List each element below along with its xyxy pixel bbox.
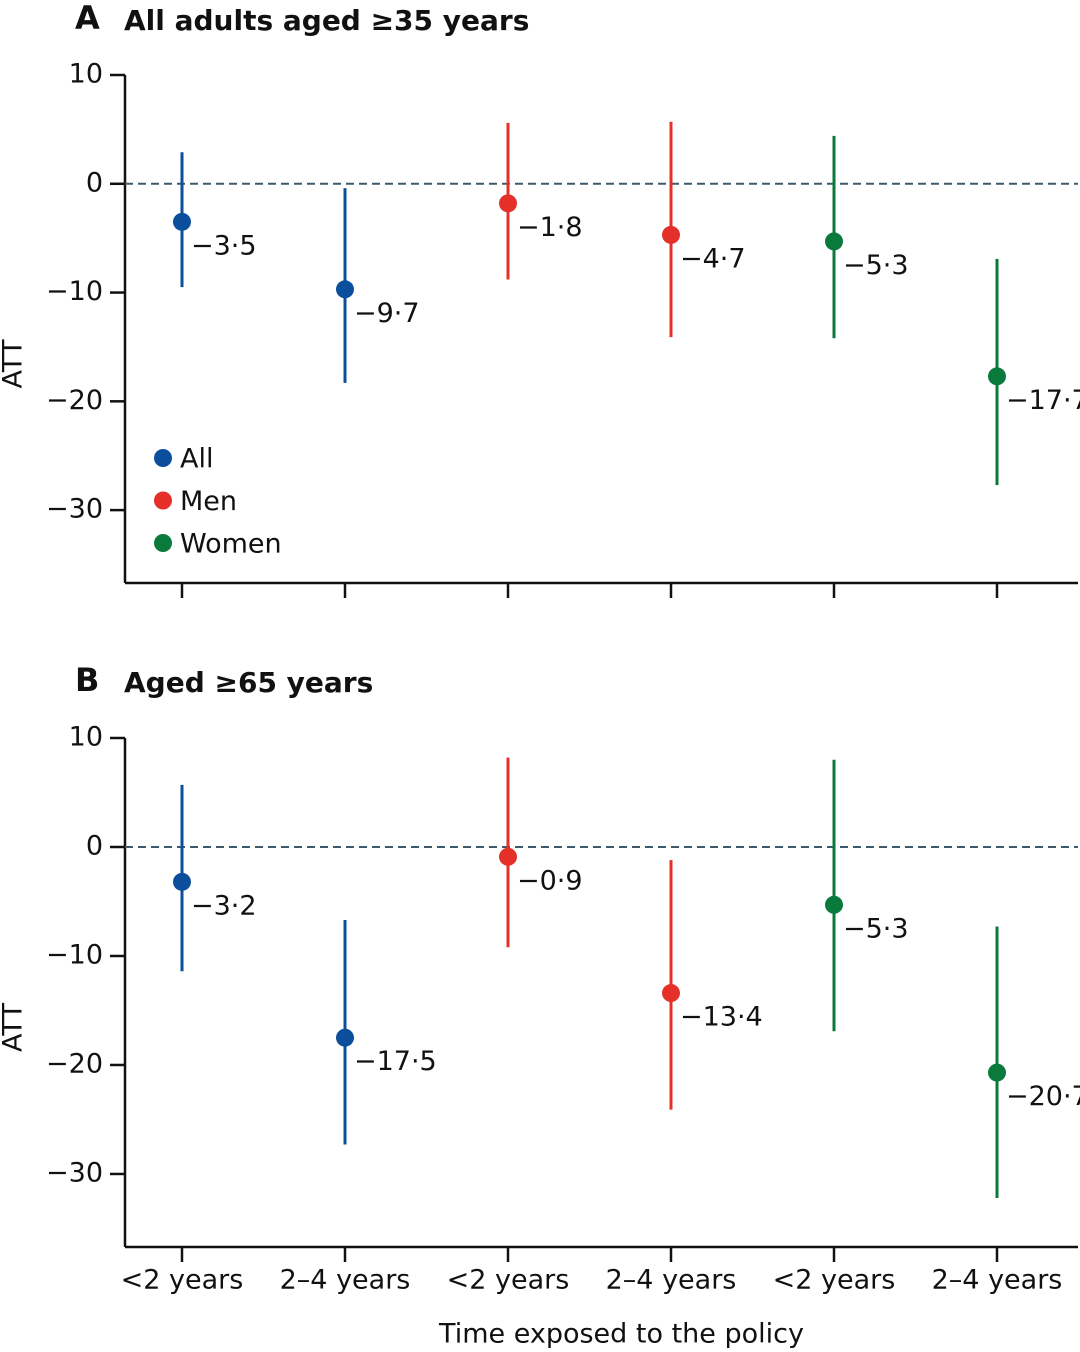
legend-label: Women bbox=[180, 529, 282, 560]
point bbox=[662, 225, 680, 244]
point bbox=[499, 847, 517, 866]
point bbox=[825, 232, 843, 251]
point bbox=[662, 984, 680, 1003]
y-axis-label: ATT bbox=[0, 339, 29, 388]
point bbox=[499, 194, 517, 213]
value-label: −5·3 bbox=[843, 250, 909, 281]
point bbox=[988, 1063, 1006, 1082]
y-tick-label: 10 bbox=[69, 722, 103, 753]
value-label: −17·7 bbox=[1006, 385, 1080, 416]
value-label: −0·9 bbox=[517, 865, 583, 896]
x-tick-label: <2 years bbox=[773, 1265, 896, 1296]
legend-label: All bbox=[180, 444, 213, 475]
point bbox=[173, 212, 191, 231]
x-tick-label: <2 years bbox=[121, 1265, 244, 1296]
panel-letter: B bbox=[75, 661, 99, 699]
value-label: −9·7 bbox=[354, 298, 420, 329]
panel-letter: A bbox=[75, 0, 100, 37]
y-tick-label: −20 bbox=[46, 385, 103, 416]
y-tick-label: −10 bbox=[46, 276, 103, 307]
panel-title: All adults aged ≥35 years bbox=[124, 4, 529, 37]
legend-marker bbox=[154, 491, 172, 510]
y-tick-label: −30 bbox=[46, 494, 103, 525]
y-tick-label: 10 bbox=[69, 59, 103, 90]
y-tick-label: −20 bbox=[46, 1048, 103, 1079]
value-label: −17·5 bbox=[354, 1046, 437, 1077]
y-tick-label: 0 bbox=[86, 167, 103, 198]
point bbox=[336, 1028, 354, 1047]
x-axis-label: Time exposed to the policy bbox=[438, 1319, 804, 1350]
legend-marker bbox=[154, 534, 172, 552]
x-tick-label: <2 years bbox=[447, 1265, 570, 1296]
y-tick-label: −30 bbox=[46, 1157, 103, 1188]
x-tick-label: 2–4 years bbox=[606, 1265, 737, 1296]
point bbox=[336, 280, 354, 299]
legend-label: Men bbox=[180, 486, 237, 517]
point bbox=[988, 367, 1006, 386]
value-label: −13·4 bbox=[680, 1002, 763, 1033]
x-tick-label: 2–4 years bbox=[280, 1265, 411, 1296]
legend-marker bbox=[154, 449, 172, 467]
value-label: −20·7 bbox=[1006, 1081, 1080, 1112]
y-axis-label: ATT bbox=[0, 1003, 29, 1052]
value-label: −4·7 bbox=[680, 243, 746, 274]
value-label: −1·8 bbox=[517, 212, 583, 243]
point bbox=[173, 872, 191, 891]
y-tick-label: −10 bbox=[46, 939, 103, 970]
panel-title: Aged ≥65 years bbox=[124, 666, 373, 699]
x-tick-label: 2–4 years bbox=[932, 1265, 1063, 1296]
value-label: −3·2 bbox=[191, 890, 257, 921]
point bbox=[825, 895, 843, 914]
y-tick-label: 0 bbox=[86, 830, 103, 861]
value-label: −3·5 bbox=[191, 230, 257, 261]
value-label: −5·3 bbox=[843, 913, 909, 944]
